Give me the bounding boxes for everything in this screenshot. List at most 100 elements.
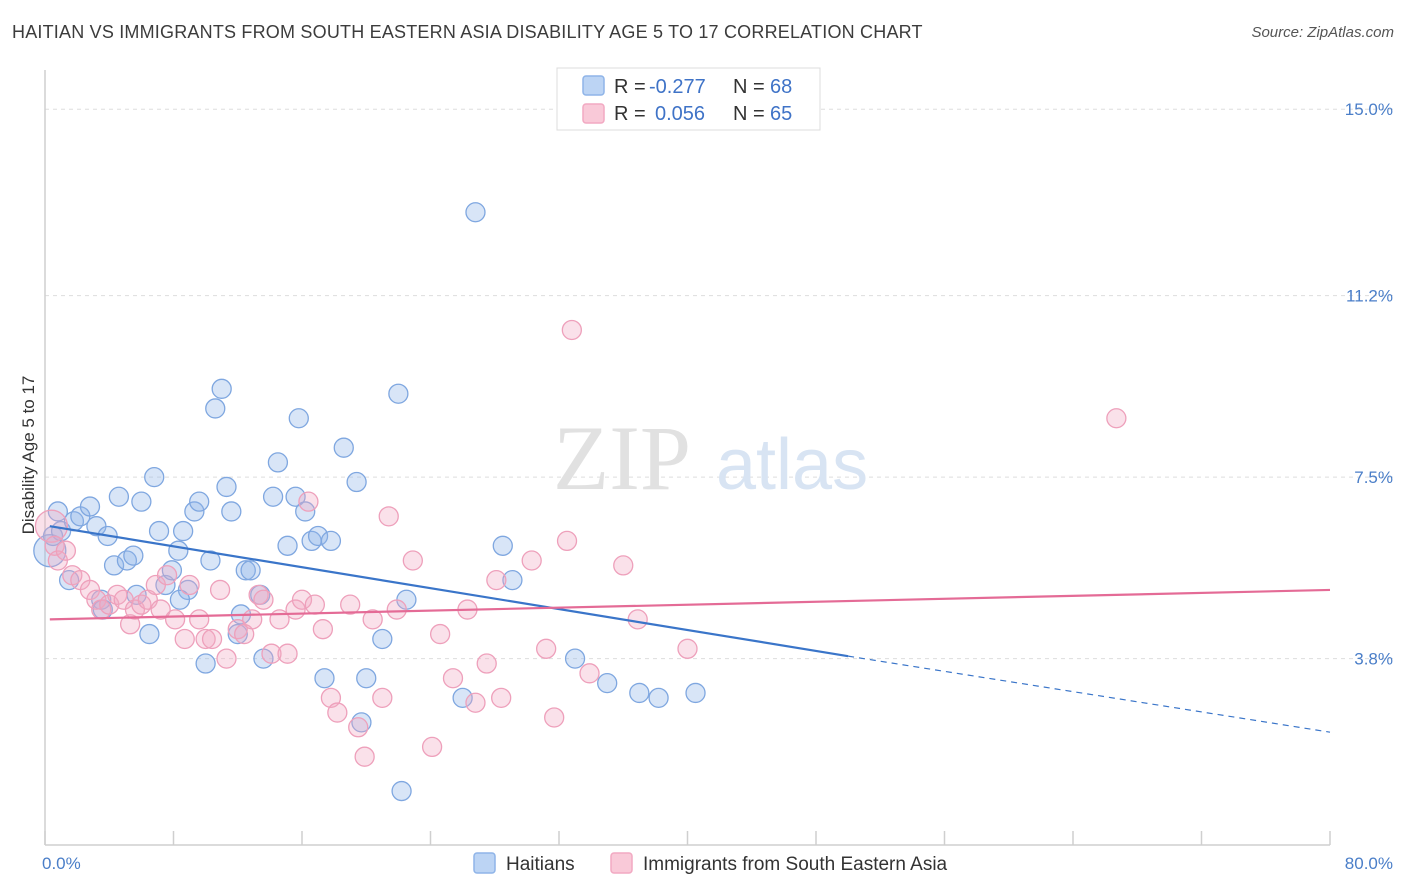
sea-point	[372, 687, 393, 708]
sea-point	[544, 707, 565, 728]
legend-r-label-2: R =	[614, 103, 646, 125]
haitians-point	[648, 687, 669, 708]
legend-n-label-1: N =	[733, 76, 765, 98]
sea-point	[556, 530, 578, 552]
sea-point	[179, 574, 200, 596]
haitians-point	[205, 398, 226, 419]
sea-point	[627, 609, 648, 630]
haitians-point	[492, 535, 513, 556]
sea-point	[86, 589, 107, 610]
x-tick-label-max: 80.0%	[1345, 854, 1393, 873]
haitians-point	[123, 545, 144, 566]
sea-point	[386, 599, 407, 620]
haitians-point	[168, 540, 189, 561]
y-tick-label: 15.0%	[1345, 100, 1393, 119]
watermark-zip: ZIP	[553, 407, 691, 509]
sea-trend-line	[49, 588, 1331, 621]
haitians-point	[502, 569, 523, 591]
haitians-point	[288, 408, 309, 429]
correlation-legend: R = -0.277 N = 68 R = 0.056 N = 65	[556, 67, 821, 131]
sea-point	[79, 579, 101, 601]
sea-point	[253, 589, 274, 610]
haitians-point	[79, 496, 101, 517]
haitians-point	[200, 550, 221, 571]
sea-point	[521, 550, 542, 571]
sea-point	[1106, 408, 1127, 429]
haitians-point	[144, 466, 165, 488]
sea-point	[156, 565, 178, 586]
y-tick-label: 11.2%	[1346, 287, 1393, 306]
sea-point	[304, 594, 326, 615]
haitians-point	[227, 623, 248, 645]
haitians-point	[629, 682, 650, 704]
legend-r-label-1: R =	[614, 76, 646, 98]
legend-swatch-pink	[582, 103, 605, 124]
haitians-point	[211, 378, 232, 399]
series-legend-label-haitians: Haitians	[506, 854, 575, 875]
haitians-point	[235, 560, 256, 581]
haitians-point	[314, 668, 335, 689]
sea-point	[201, 628, 223, 650]
sea-point	[277, 643, 298, 664]
sea-point	[340, 594, 361, 615]
sea-point	[421, 736, 443, 758]
haitians-point	[240, 560, 261, 581]
sea-point	[378, 506, 399, 527]
sea-point	[348, 717, 369, 738]
sea-point	[164, 609, 186, 630]
sea-point	[465, 692, 486, 713]
chart-source: Source: ZipAtlas.com	[1251, 24, 1394, 41]
haitians-point	[346, 471, 367, 493]
sea-point	[174, 628, 195, 650]
haitians-point	[148, 520, 170, 542]
haitians-point	[564, 648, 586, 669]
sea-point	[55, 540, 77, 561]
haitians-point	[356, 668, 377, 689]
watermark: ZIP atlas	[553, 407, 868, 509]
y-axis-label: Disability Age 5 to 17	[19, 376, 38, 535]
sea-point	[209, 579, 231, 601]
sea-point	[242, 609, 263, 630]
sea-point	[402, 550, 423, 571]
legend-r-value-2: 0.056	[655, 103, 705, 125]
haitians-point	[452, 687, 473, 708]
trend-lines	[49, 525, 1331, 733]
sea-point	[327, 702, 348, 723]
haitians-point	[195, 653, 216, 674]
sea-point	[291, 589, 313, 610]
legend-r-value-1: -0.277	[649, 76, 706, 98]
sea-point	[189, 609, 210, 630]
sea-point	[429, 623, 451, 645]
haitians-point	[172, 520, 194, 542]
haitians-point	[267, 452, 289, 473]
sea-point	[677, 638, 698, 659]
series-legend-swatch-sea	[610, 852, 633, 874]
sea-point	[216, 648, 237, 669]
legend-n-value-1: 68	[770, 76, 792, 98]
grid-lines	[45, 108, 1393, 660]
haitians-point	[597, 672, 618, 694]
sea-point	[298, 491, 319, 512]
sea-point	[486, 569, 507, 591]
legend-swatch-blue	[582, 75, 605, 96]
haitians-point	[320, 530, 342, 552]
haitians-point	[103, 555, 125, 576]
sea-point	[362, 609, 383, 630]
sea-point	[195, 628, 216, 650]
haitians-trend-extension	[848, 655, 1331, 733]
haitians-point	[131, 491, 152, 512]
sea-point	[150, 599, 171, 620]
legend-n-label-2: N =	[733, 103, 765, 125]
sea-point	[354, 746, 375, 767]
sea-point	[613, 555, 634, 576]
y-tick-labels: 3.8% 7.5% 11.2% 15.0%	[1345, 100, 1393, 668]
chart-title: HAITIAN VS IMMIGRANTS FROM SOUTH EASTERN…	[12, 22, 923, 42]
haitians-point	[108, 486, 130, 507]
x-tick-label-min: 0.0%	[42, 854, 81, 873]
watermark-atlas: atlas	[716, 425, 868, 505]
sea-point	[476, 653, 497, 674]
haitians-point	[262, 486, 284, 507]
haitians-point	[685, 682, 706, 704]
haitians-point	[285, 486, 306, 507]
